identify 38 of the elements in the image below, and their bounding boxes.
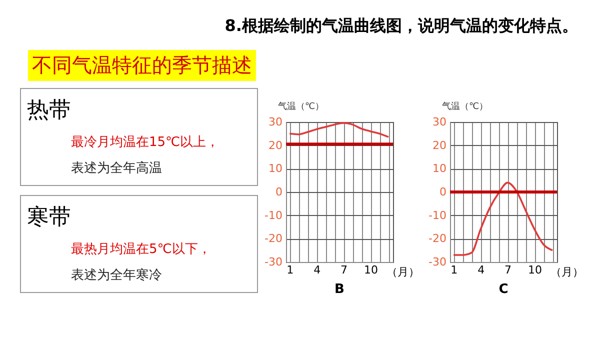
y-tick-label: 0 xyxy=(440,186,446,198)
y-tick-label: 30 xyxy=(268,116,282,128)
y-tick-label: 20 xyxy=(432,138,446,152)
text: 8.根据绘制的气温曲线图，说明气温的变化特点。 xyxy=(224,16,578,37)
x-axis-title: （月） xyxy=(386,266,420,278)
text: 最冷月均温在15℃以上， xyxy=(71,134,220,151)
text: 表述为全年寒冷 xyxy=(71,267,163,284)
y-tick-label: 10 xyxy=(432,162,446,176)
x-tick-label: 1 xyxy=(286,264,294,276)
x-tick-label: 1 xyxy=(450,264,458,276)
x-tick-label: 7 xyxy=(340,264,348,276)
x-tick-label: 4 xyxy=(314,264,321,276)
text: 表述为全年高温 xyxy=(71,160,163,177)
text: 不同气温特征的季节描述 xyxy=(28,50,256,81)
y-tick-label: 0 xyxy=(276,186,282,198)
line-series xyxy=(288,122,390,138)
text: 寒带 xyxy=(27,204,72,232)
x-axis-title: （月） xyxy=(550,266,584,278)
y-tick-label: 30 xyxy=(432,116,446,128)
y-tick-label: -20 xyxy=(264,232,282,246)
text: 最热月均温在5℃以下， xyxy=(71,241,212,258)
x-tick-label: 10 xyxy=(364,264,378,276)
y-axis-title: 气温（℃） xyxy=(442,100,490,112)
y-tick-label: 20 xyxy=(268,138,282,152)
y-axis-title: 气温（℃） xyxy=(278,100,326,112)
line-series xyxy=(452,182,554,256)
y-tick-label: -10 xyxy=(428,208,446,222)
y-tick-label: -30 xyxy=(264,256,282,268)
y-tick-label: -10 xyxy=(264,208,282,222)
text: C xyxy=(498,282,508,297)
text: 热带 xyxy=(27,97,72,125)
y-tick-label: -30 xyxy=(428,256,446,268)
y-tick-label: -20 xyxy=(428,232,446,246)
x-tick-label: 7 xyxy=(504,264,512,276)
text: B xyxy=(334,282,344,297)
x-tick-label: 10 xyxy=(528,264,542,276)
y-tick-label: 10 xyxy=(268,162,282,176)
x-tick-label: 4 xyxy=(478,264,485,276)
